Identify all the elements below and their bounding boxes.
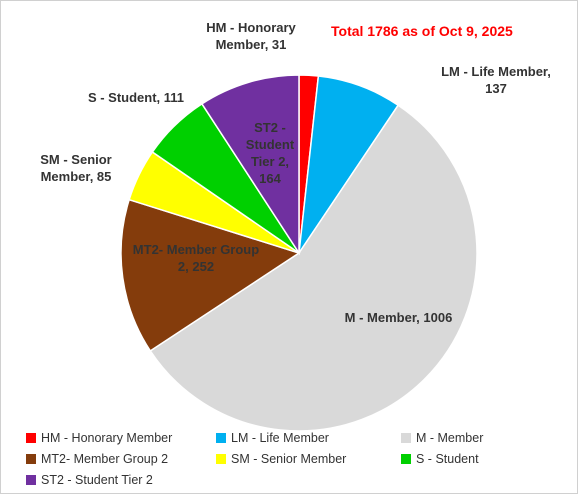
legend-swatch: [216, 433, 226, 443]
pie-slice: [200, 74, 300, 256]
data-label: LM - Life Member, 137: [441, 64, 551, 96]
data-label: SM - Senior Member, 85: [40, 152, 112, 184]
legend-label: HM - Honorary Member: [41, 431, 173, 445]
legend-label: ST2 - Student Tier 2: [41, 473, 153, 487]
legend-swatch: [401, 433, 411, 443]
legend-label: MT2- Member Group 2: [41, 452, 169, 466]
legend-label: SM - Senior Member: [231, 452, 347, 466]
legend-label: S - Student: [416, 452, 479, 466]
legend-swatch: [26, 433, 36, 443]
legend-swatch: [26, 475, 36, 485]
legend-item: ST2 - Student Tier 2: [26, 473, 153, 487]
legend-swatch: [401, 454, 411, 464]
legend-item: SM - Senior Member: [216, 452, 346, 466]
legend-item: M - Member: [401, 431, 483, 445]
legend-item: HM - Honorary Member: [26, 431, 172, 445]
legend-label: LM - Life Member: [231, 431, 329, 445]
legend-item: LM - Life Member: [216, 431, 329, 445]
data-label: M - Member, 1006: [344, 310, 453, 325]
legend-item: S - Student: [401, 452, 479, 466]
legend-item: MT2- Member Group 2: [26, 452, 168, 466]
pie-slice: [120, 198, 301, 352]
pie-slice: [149, 104, 478, 432]
legend-label: M - Member: [416, 431, 484, 445]
data-label: MT2- Member Group 2, 252: [132, 242, 260, 274]
data-label: S - Student, 111: [87, 90, 185, 105]
chart-title: Total 1786 as of Oct 9, 2025: [331, 23, 513, 39]
legend-swatch: [26, 454, 36, 464]
data-label: ST2 - Student Tier 2, 164: [245, 120, 295, 186]
data-label: HM - Honorary Member, 31: [206, 20, 296, 52]
legend-swatch: [216, 454, 226, 464]
